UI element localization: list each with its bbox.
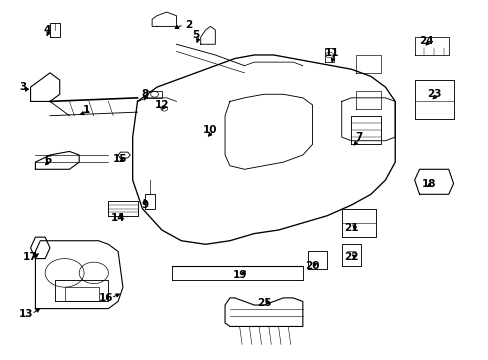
Text: 17: 17: [23, 252, 38, 262]
Text: 24: 24: [419, 36, 433, 46]
Text: 19: 19: [232, 270, 246, 280]
Text: 7: 7: [354, 132, 362, 142]
Text: 5: 5: [192, 30, 199, 40]
Text: 6: 6: [44, 156, 51, 165]
Text: 2: 2: [184, 19, 192, 30]
Text: 8: 8: [141, 89, 148, 99]
Text: 18: 18: [421, 179, 436, 189]
Text: 1: 1: [82, 105, 90, 115]
Text: 12: 12: [154, 100, 169, 110]
Text: 21: 21: [344, 223, 358, 233]
Text: 14: 14: [111, 212, 125, 222]
Text: 16: 16: [99, 293, 113, 303]
Text: 22: 22: [344, 252, 358, 262]
Text: 13: 13: [19, 309, 33, 319]
Text: 20: 20: [305, 261, 319, 271]
Text: 10: 10: [203, 125, 217, 135]
Text: 15: 15: [113, 154, 127, 163]
Text: 11: 11: [324, 48, 339, 58]
Text: 3: 3: [20, 82, 27, 92]
Text: 9: 9: [141, 200, 148, 210]
Text: 23: 23: [426, 89, 441, 99]
Text: 4: 4: [44, 25, 51, 35]
Text: 25: 25: [256, 298, 271, 308]
